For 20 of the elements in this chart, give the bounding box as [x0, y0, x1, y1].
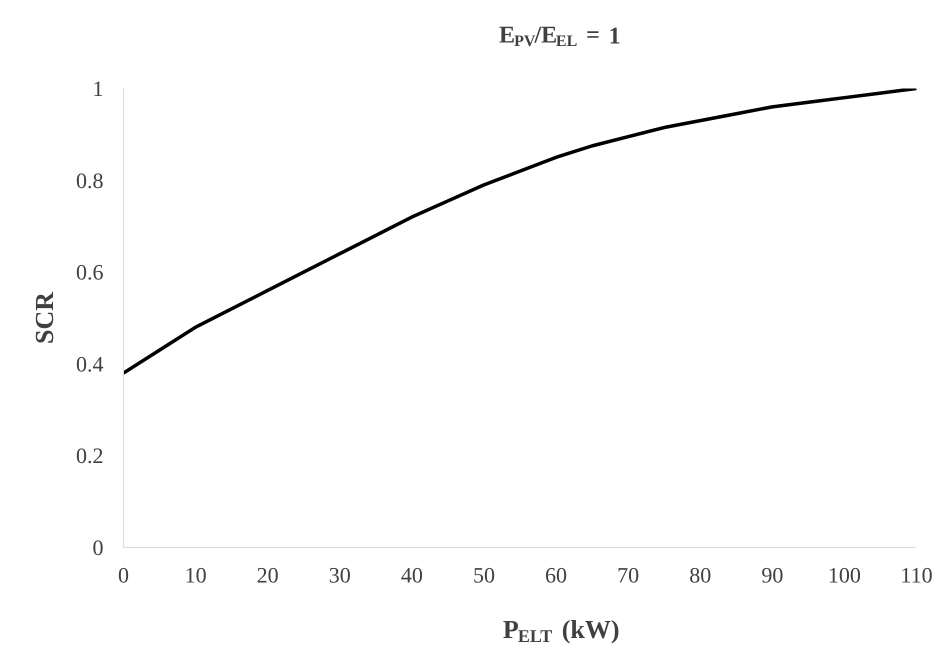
line-series [124, 88, 916, 375]
x-tick-label: 0 [118, 562, 129, 588]
y-tick-label: 1 [92, 76, 104, 101]
x-tick-label: 30 [328, 562, 351, 588]
y-axis-title: SCR [30, 292, 59, 344]
y-tick-label: 0.8 [76, 168, 104, 193]
y-tick-label: 0.4 [76, 351, 104, 376]
x-tick-label: 10 [184, 562, 207, 588]
x-tick-label: 20 [256, 562, 279, 588]
x-tick-label: 80 [689, 562, 712, 588]
x-tick-label: 70 [617, 562, 640, 588]
x-tick-label: 110 [900, 562, 933, 588]
x-tick-label: 60 [545, 562, 568, 588]
x-tick-label: 90 [761, 562, 784, 588]
y-tick-label: 0 [92, 535, 104, 560]
x-tick-label: 100 [828, 562, 861, 588]
x-tick-label: 40 [400, 562, 423, 588]
y-tick-label: 0.6 [76, 260, 104, 285]
x-tick-label: 50 [472, 562, 495, 588]
y-tick-label: 0.2 [76, 443, 104, 468]
